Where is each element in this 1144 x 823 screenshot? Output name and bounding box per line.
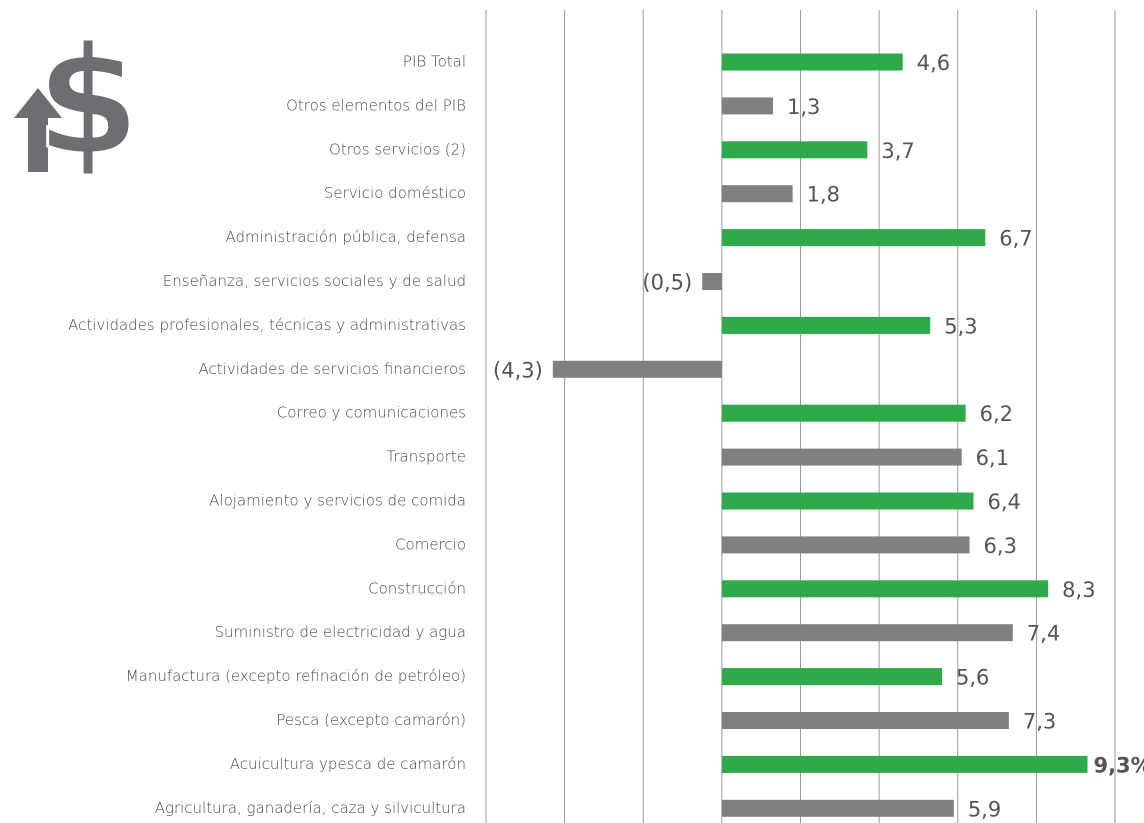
bar: [721, 185, 793, 203]
value-label: (4,3): [493, 358, 543, 382]
y-tick-label: Otros elementos del PIB: [286, 96, 466, 114]
y-tick-label: Enseñanza, servicios sociales y de salud: [163, 272, 466, 290]
value-label: 7,4: [1027, 622, 1060, 646]
y-tick-label: Alojamiento y servicios de comida: [209, 492, 466, 510]
bar: [721, 712, 1009, 729]
value-label: 1,3: [787, 95, 820, 119]
bar: [552, 360, 722, 378]
y-tick-label: Construcción: [368, 579, 466, 597]
y-tick-label: Otros servicios (2): [329, 140, 466, 158]
y-tick-label: Transporte: [386, 448, 466, 466]
value-label: 5,9: [968, 797, 1001, 821]
bar: [721, 492, 974, 510]
bar: [721, 53, 903, 71]
bar: [721, 141, 868, 159]
value-label: 5,3: [944, 314, 977, 338]
value-label: 5,6: [956, 666, 989, 690]
value-label: 6,4: [987, 490, 1020, 514]
value-label: 9,3%: [1093, 753, 1144, 777]
value-label: 6,3: [984, 534, 1017, 558]
y-tick-label: Administración pública, defensa: [225, 228, 466, 246]
svg-text:$: $: [36, 15, 140, 189]
dollar-icon: $: [14, 14, 142, 191]
bar: [721, 668, 943, 686]
bar: [702, 273, 722, 290]
y-tick-label: Servicio doméstico: [324, 184, 466, 202]
y-tick-label: Manufactura (excepto refinación de petró…: [126, 667, 466, 685]
y-tick-label: Comercio: [395, 535, 466, 553]
value-label: 4,6: [917, 51, 950, 75]
y-tick-label: Actividades profesionales, técnicas y ad…: [68, 316, 466, 334]
bar: [721, 316, 931, 334]
value-label: 6,1: [976, 446, 1009, 470]
value-label: 8,3: [1062, 578, 1095, 602]
value-label: (0,5): [642, 271, 692, 295]
bar: [721, 580, 1049, 598]
y-tick-label: Suministro de electricidad y agua: [214, 623, 466, 641]
bar: [721, 404, 966, 422]
value-label: 6,2: [980, 402, 1013, 426]
y-tick-label: PIB Total: [403, 53, 466, 71]
value-label: 3,7: [881, 139, 914, 163]
bar: [721, 229, 986, 247]
y-tick-label: Acuicultura ypesca de camarón: [230, 755, 466, 773]
bar: [721, 97, 773, 115]
value-label: 6,7: [999, 227, 1032, 251]
bar: [721, 755, 1088, 773]
bar: [721, 448, 962, 466]
bar: [721, 536, 970, 554]
y-tick-label: Pesca (excepto camarón): [276, 711, 466, 729]
y-tick-label: Actividades de servicios financieros: [199, 360, 466, 378]
y-tick-label: Correo y comunicaciones: [277, 404, 466, 422]
y-tick-label: Agricultura, ganadería, caza y silvicult…: [155, 799, 466, 817]
value-label: 1,8: [807, 183, 840, 207]
bar: [721, 624, 1013, 642]
value-label: 7,3: [1023, 710, 1056, 734]
bar: [721, 799, 954, 817]
